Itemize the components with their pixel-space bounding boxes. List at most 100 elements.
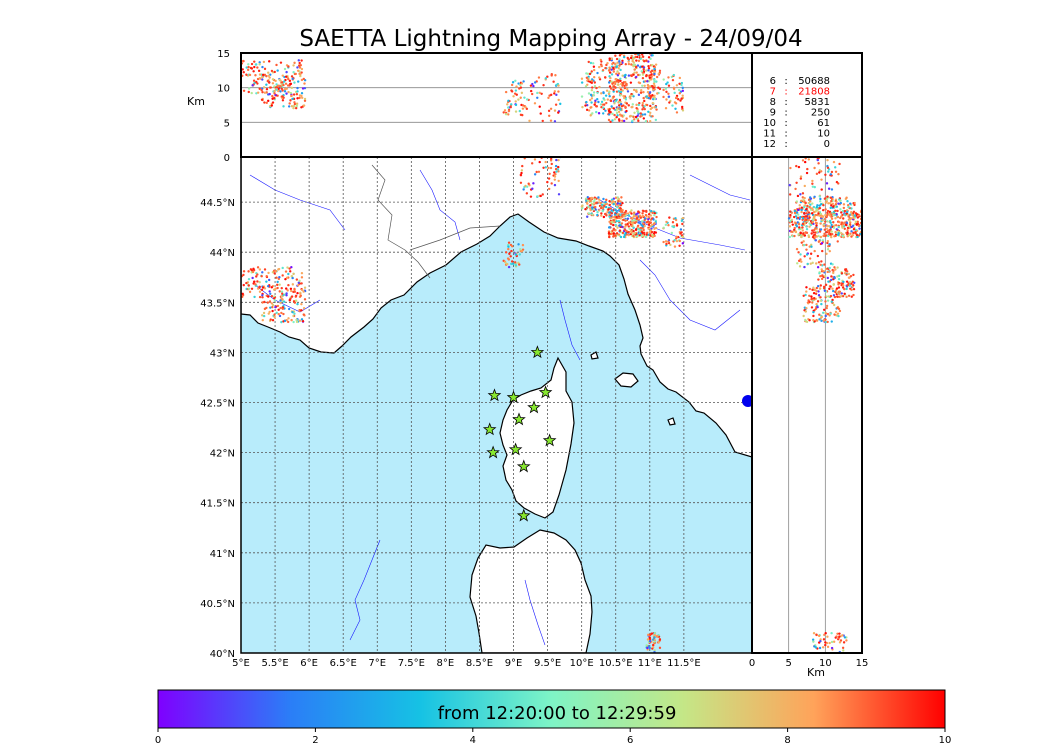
lightning-point [653, 80, 656, 83]
lightning-point [627, 233, 630, 237]
lightning-point [592, 203, 596, 206]
lightning-point [271, 78, 275, 81]
lightning-point [662, 88, 665, 92]
lightning-point [626, 212, 630, 215]
map-panel: 5°E 5.5°E 6°E 6.5°E 7°E 7.5°E 8°E 8.5°E 9°E 9.5°E… [200, 156, 754, 669]
lightning-point [267, 295, 270, 298]
lightning-point [607, 81, 611, 84]
count-minute: 11 [763, 129, 776, 140]
lightning-point [616, 202, 620, 205]
corsica-island [499, 356, 575, 519]
lightning-point [848, 225, 851, 228]
lightning-point [805, 307, 808, 310]
lightning-point [607, 208, 610, 211]
lightning-point [812, 310, 815, 314]
lightning-point [647, 233, 650, 236]
colorbar-tick-label: 2 [312, 735, 318, 746]
lightning-point [828, 229, 831, 233]
lightning-point [650, 209, 653, 213]
lightning-point [262, 311, 266, 315]
lightning-point [825, 306, 828, 310]
lightning-point [541, 119, 544, 123]
side-xlabel: Km [807, 666, 825, 679]
lightning-point [293, 301, 297, 304]
lightning-point [601, 68, 605, 72]
lightning-point [281, 81, 284, 84]
lightning-point [837, 314, 840, 318]
lightning-point [805, 227, 809, 231]
lightning-point [829, 285, 832, 288]
lightning-point [614, 208, 617, 212]
lightning-point [799, 232, 802, 235]
lightning-point [618, 58, 621, 61]
lightning-point [247, 65, 250, 69]
lightning-point [814, 292, 818, 295]
lightning-point [544, 77, 548, 80]
lightning-point [655, 75, 659, 79]
lightning-point [649, 70, 652, 74]
altitude-ylabel: Km [187, 95, 205, 108]
lightning-point [812, 210, 816, 214]
lightning-point [804, 293, 807, 297]
lightning-point [624, 223, 627, 226]
lightning-point [580, 81, 584, 84]
lightning-point [838, 309, 842, 313]
lightning-point [627, 230, 630, 234]
lightning-point [625, 109, 628, 113]
lightning-point [261, 286, 265, 289]
lightning-point [300, 96, 304, 99]
lightning-point [253, 65, 256, 69]
lightning-point [504, 90, 508, 94]
lightning-point [303, 298, 307, 301]
lightning-point [830, 278, 833, 282]
lightning-point [651, 211, 654, 215]
lightning-point [611, 216, 615, 219]
lightning-point [612, 66, 615, 70]
lightning-point [847, 276, 851, 279]
lightning-point [807, 211, 811, 214]
lightning-point [615, 98, 618, 101]
lightning-point [245, 66, 248, 69]
lightning-point [298, 94, 302, 97]
lightning-point [262, 86, 266, 89]
lightning-point [276, 286, 279, 290]
lightning-point [287, 105, 291, 108]
lightning-point [824, 641, 827, 644]
lightning-point [295, 93, 299, 96]
lightning-point [811, 202, 814, 205]
lightning-point [635, 213, 638, 216]
lightning-point [807, 158, 810, 161]
lightning-point [840, 292, 843, 295]
lightning-point [652, 218, 655, 221]
lightning-point [664, 106, 668, 110]
lightning-point [269, 292, 272, 296]
altitude-panel-bg [241, 53, 752, 157]
lightning-point [289, 99, 292, 102]
lightning-point [252, 79, 256, 82]
lightning-point [636, 73, 640, 77]
lightning-point [645, 231, 649, 235]
lightning-point [268, 81, 271, 84]
lightning-point [293, 61, 296, 65]
lightning-point [814, 307, 818, 310]
lightning-point [519, 83, 522, 87]
lightning-point [556, 168, 560, 171]
lightning-point [681, 222, 684, 226]
lightning-point [823, 319, 826, 322]
lightning-point [826, 276, 830, 280]
lightning-point [833, 276, 836, 280]
lat-tick-label: 43.5°N [200, 298, 235, 309]
lightning-point [637, 111, 640, 114]
lightning-point [680, 219, 684, 223]
lightning-point [275, 311, 278, 314]
lightning-point [856, 213, 859, 216]
lightning-point [816, 158, 819, 162]
lightning-point [285, 276, 289, 279]
lightning-point [631, 219, 635, 222]
stations-layer [482, 345, 557, 522]
lightning-point [612, 88, 615, 91]
lightning-point [853, 281, 856, 284]
lightning-point [634, 115, 638, 119]
lightning-point [822, 203, 825, 207]
